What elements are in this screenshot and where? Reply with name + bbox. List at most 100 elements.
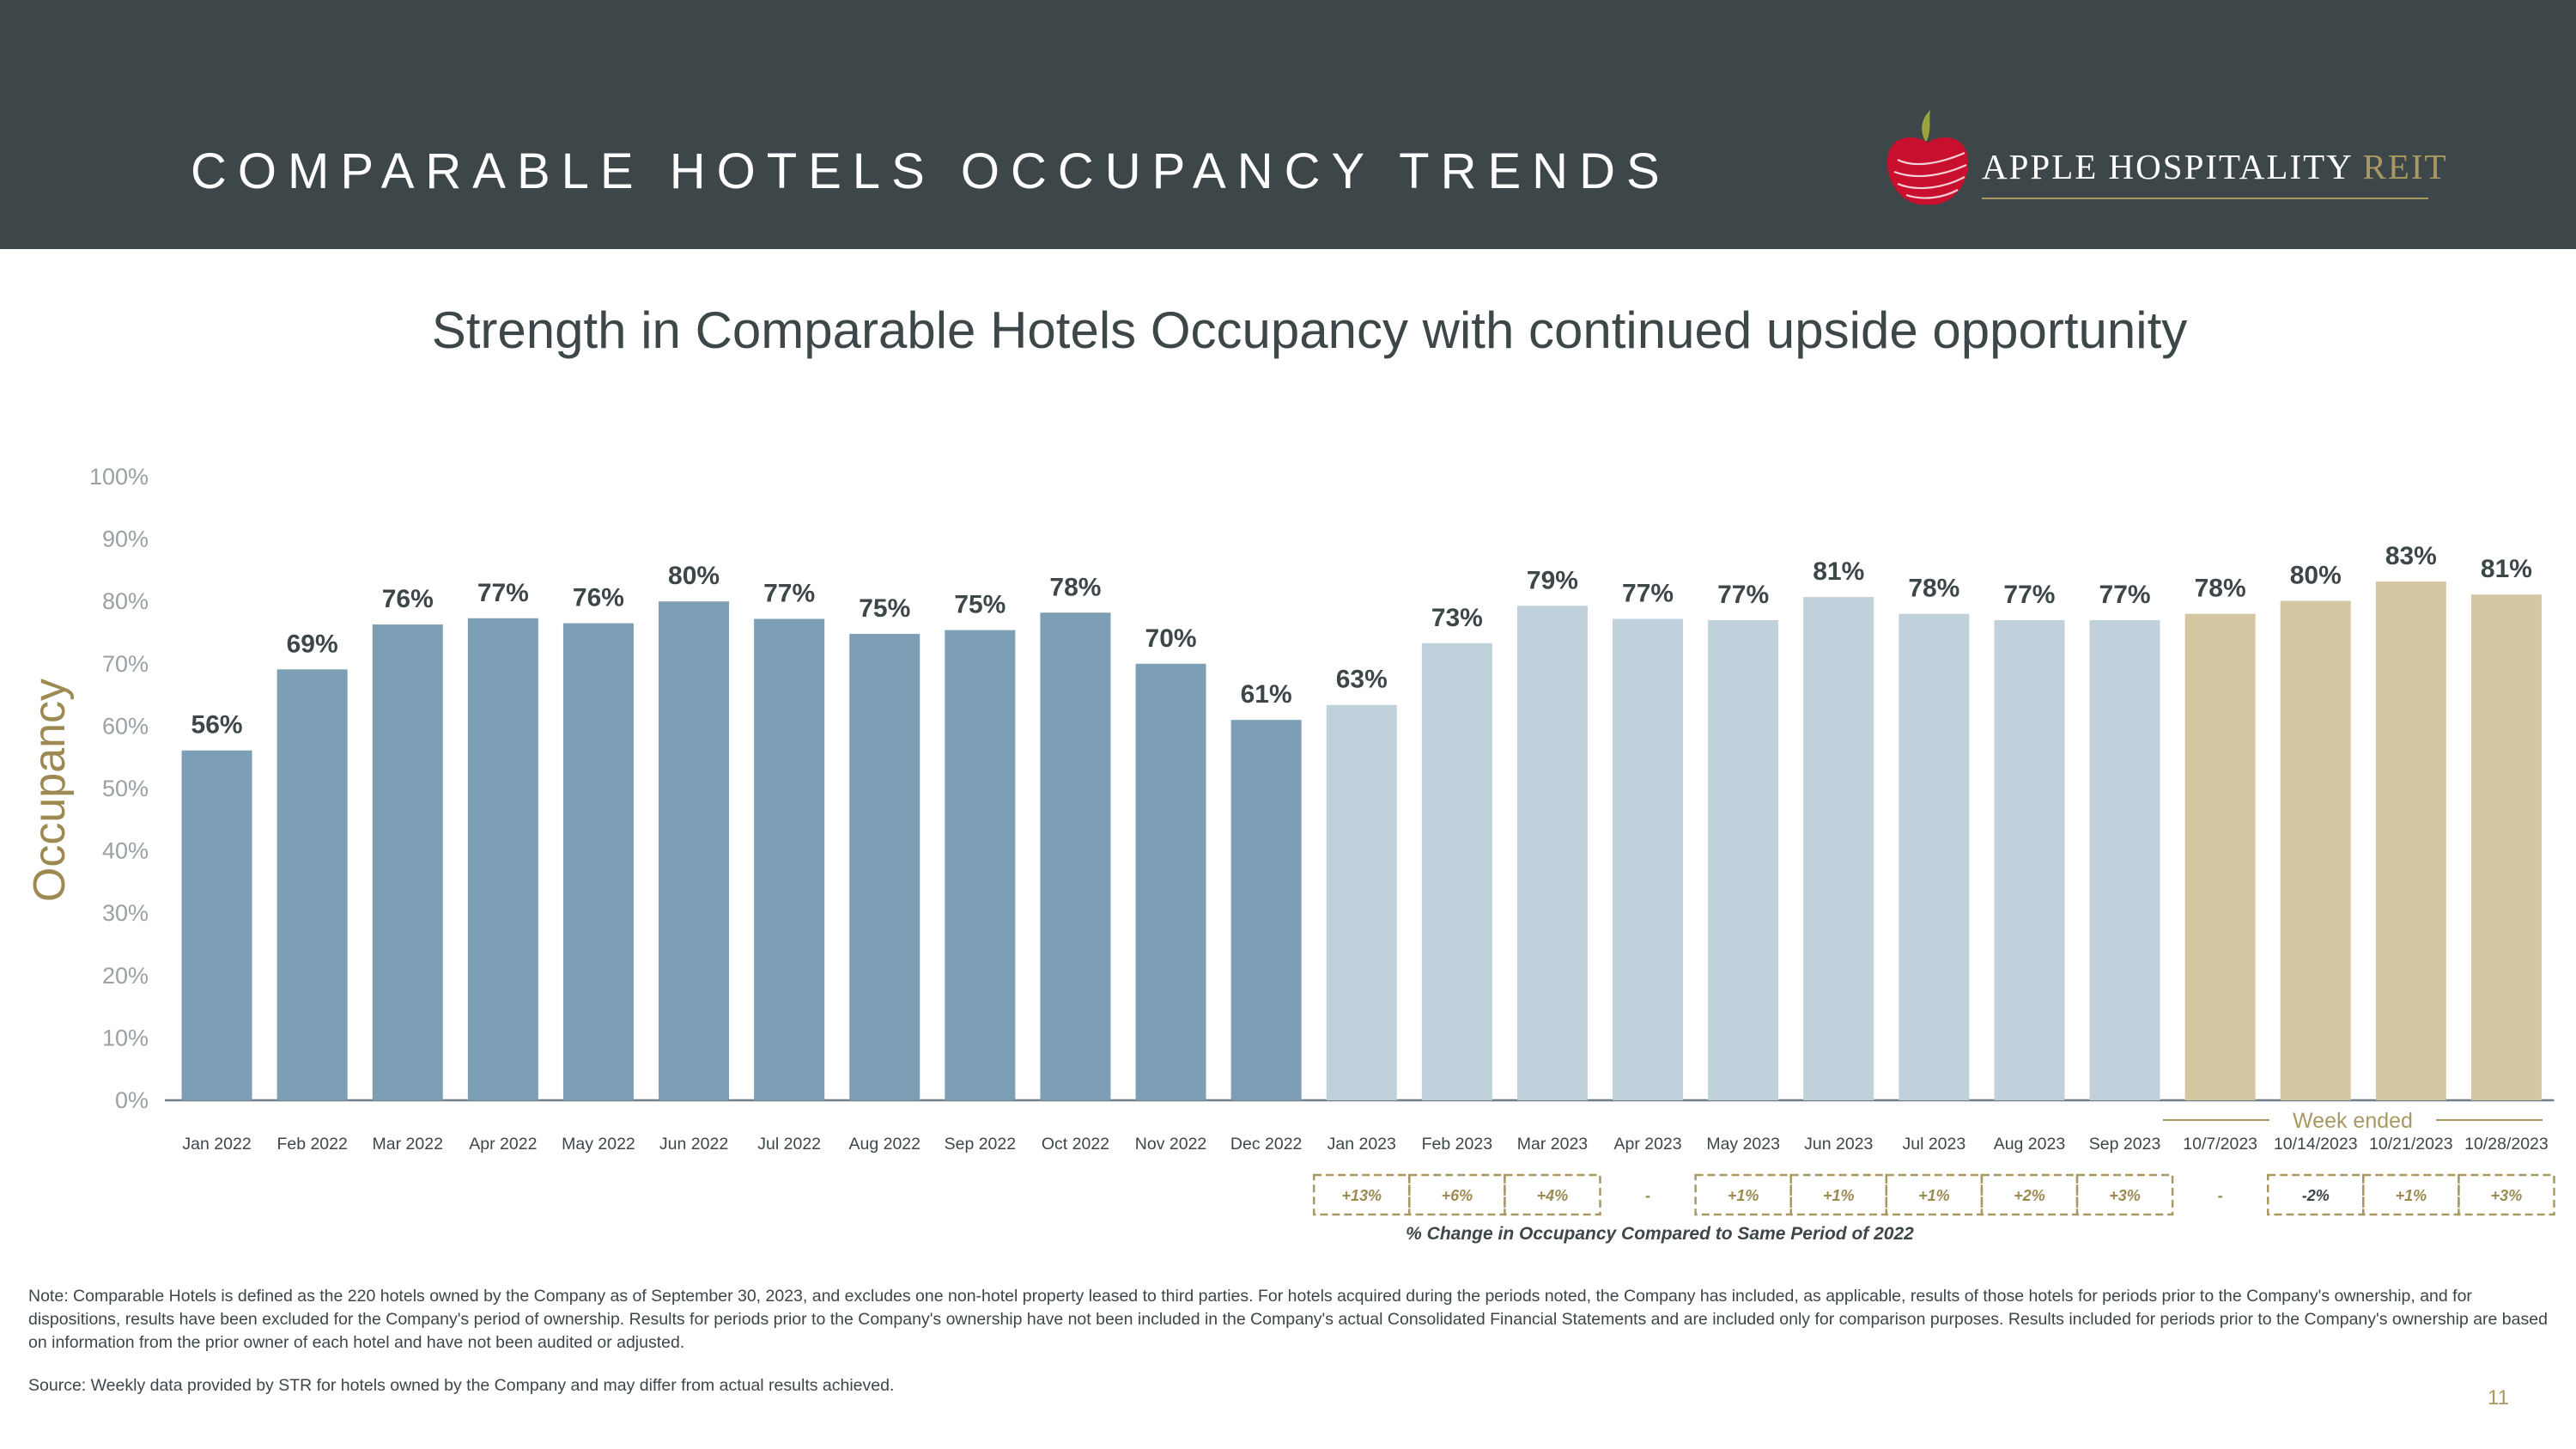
bar-feb-2023: [1421, 642, 1492, 1100]
y-tick-label: 90%: [102, 527, 149, 552]
change-value: +4%: [1537, 1187, 1569, 1204]
bar-feb-2022: [276, 669, 348, 1100]
data-label: 77%: [2099, 581, 2151, 609]
data-label: 78%: [1049, 573, 1101, 601]
data-label: 83%: [2385, 542, 2437, 570]
data-label: 77%: [2003, 581, 2055, 609]
bar-aug-2023: [1994, 619, 2065, 1100]
footnote: Note: Comparable Hotels is defined as th…: [28, 1287, 2548, 1352]
week-ended-line-right: [2436, 1119, 2543, 1121]
x-tick-label: 10/14/2023: [2274, 1135, 2358, 1154]
x-tick-label: May 2023: [1706, 1135, 1780, 1154]
data-label: 81%: [2481, 555, 2532, 583]
bar-jul-2022: [754, 618, 825, 1100]
x-tick-label: Mar 2022: [373, 1135, 443, 1154]
x-tick-label: Jan 2023: [1327, 1135, 1396, 1154]
change-value: +1%: [1918, 1187, 1950, 1204]
change-value: -: [1645, 1187, 1650, 1204]
x-tick-label: Sep 2022: [945, 1135, 1017, 1154]
bar-10-7-2023: [2184, 613, 2256, 1100]
bar-10-28-2023: [2470, 594, 2542, 1100]
bar-nov-2022: [1135, 663, 1206, 1100]
data-label: 76%: [573, 584, 624, 612]
data-label: 80%: [668, 562, 720, 590]
x-tick-label: Apr 2022: [469, 1135, 537, 1154]
x-tick-label: Apr 2023: [1613, 1135, 1681, 1154]
week-ended-label: Week ended: [2293, 1109, 2413, 1133]
change-caption: % Change in Occupancy Compared to Same P…: [1406, 1224, 1914, 1244]
change-value: +13%: [1341, 1187, 1382, 1204]
apple-logo-icon: [1886, 110, 1969, 205]
change-cell-box: [1408, 1173, 1506, 1216]
x-tick-label: 10/28/2023: [2464, 1135, 2549, 1154]
bar-mar-2022: [372, 624, 443, 1100]
logo-underline: [1982, 198, 2428, 199]
x-tick-label: Dec 2022: [1230, 1135, 1302, 1154]
change-value: +3%: [2491, 1187, 2523, 1204]
bar-mar-2023: [1516, 606, 1588, 1100]
data-label: 77%: [1717, 581, 1769, 609]
change-value: +2%: [2014, 1187, 2045, 1204]
bar-apr-2022: [467, 618, 538, 1100]
data-label: 80%: [2290, 561, 2342, 589]
y-tick-label: 20%: [102, 963, 149, 989]
bar-sep-2022: [945, 630, 1016, 1100]
x-tick-label: Feb 2022: [276, 1135, 347, 1154]
x-tick-label: May 2022: [562, 1135, 635, 1154]
occupancy-bar-chart: 0% 10% 20% 30% 40% 50% 60% 70% 80% 90% 100% 56% Jan …: [89, 464, 2555, 1216]
week-ended-line-left: [2163, 1119, 2269, 1121]
x-tick-label: Jul 2023: [1902, 1135, 1965, 1154]
x-tick-label: Mar 2023: [1517, 1135, 1588, 1154]
bar-dec-2022: [1230, 720, 1302, 1100]
change-cell-box: [1789, 1173, 1888, 1216]
y-tick-label: 70%: [102, 651, 149, 677]
bar-jan-2023: [1326, 704, 1397, 1100]
y-tick-label: 30%: [102, 900, 149, 926]
bar-sep-2023: [2089, 619, 2160, 1100]
data-label: 78%: [1908, 575, 1959, 603]
data-label: 63%: [1336, 666, 1388, 694]
data-label: 73%: [1431, 604, 1483, 632]
chart-subtitle: Strength in Comparable Hotels Occupancy …: [431, 301, 2188, 359]
page-title: COMPARABLE HOTELS OCCUPANCY TRENDS: [191, 143, 1671, 199]
y-tick-label: 80%: [102, 588, 149, 614]
y-tick-label: 10%: [102, 1025, 149, 1050]
change-cell-box: [2362, 1173, 2460, 1216]
bar-may-2023: [1708, 619, 1779, 1100]
source-note: Source: Weekly data provided by STR for …: [28, 1376, 895, 1395]
y-tick-label: 50%: [102, 776, 149, 801]
x-tick-label: Oct 2022: [1042, 1135, 1109, 1154]
bar-10-21-2023: [2375, 581, 2446, 1100]
change-cell-box: [1885, 1173, 1984, 1216]
data-label: 77%: [477, 579, 529, 607]
x-tick-label: Jul 2022: [757, 1135, 821, 1154]
bar-10-14-2023: [2280, 600, 2351, 1100]
data-label: 79%: [1527, 566, 1578, 594]
data-label: 77%: [763, 580, 815, 608]
x-tick-label: Sep 2023: [2089, 1135, 2161, 1154]
y-tick-label: 0%: [115, 1087, 149, 1113]
data-label: 69%: [287, 630, 338, 658]
logo-wordmark: APPLE HOSPITALITY REIT: [1982, 146, 2448, 187]
change-value: +1%: [1728, 1187, 1759, 1204]
data-label: 76%: [382, 585, 434, 613]
change-cell-box: [1504, 1173, 1601, 1216]
bar-jun-2022: [659, 601, 730, 1100]
change-cell-box: [2075, 1173, 2174, 1216]
data-label: 75%: [954, 591, 1005, 619]
change-value: -: [2218, 1187, 2223, 1204]
x-tick-label: Nov 2022: [1135, 1135, 1206, 1154]
company-logo: APPLE HOSPITALITY REIT: [1880, 108, 2446, 210]
page-number: 11: [2488, 1386, 2509, 1409]
logo-accent-text: REIT: [2362, 147, 2448, 186]
change-cell-box: [1694, 1173, 1792, 1216]
change-value: +3%: [2109, 1187, 2141, 1204]
change-cell-box: [2266, 1173, 2365, 1216]
data-label: 75%: [859, 594, 910, 623]
x-tick-label: Aug 2022: [849, 1135, 921, 1154]
x-tick-label: Jun 2023: [1804, 1135, 1873, 1154]
bar-apr-2023: [1613, 618, 1684, 1100]
logo-main-text: APPLE HOSPITALITY: [1982, 147, 2353, 186]
data-label: 56%: [191, 711, 243, 740]
change-cell-box: [1312, 1173, 1411, 1216]
